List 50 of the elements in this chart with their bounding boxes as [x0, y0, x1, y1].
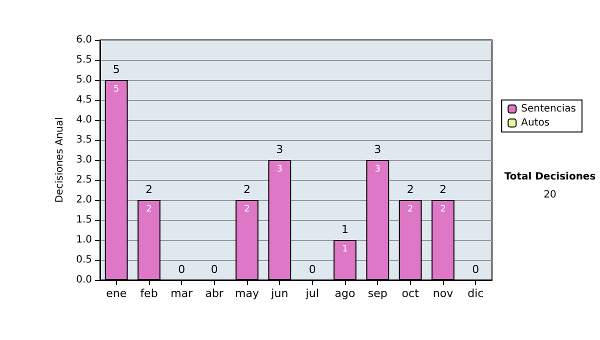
data-label: 2: [244, 204, 250, 214]
data-label: 1: [342, 244, 348, 254]
x-tick-label: jul: [304, 287, 319, 300]
text: 20: [544, 190, 556, 200]
data-label: 5: [113, 84, 120, 94]
total-label: 2: [440, 183, 446, 196]
data-label: 2: [440, 204, 446, 214]
total-label: 3: [374, 143, 382, 156]
y-tick-label: 3.5: [76, 134, 92, 146]
x-tick-label: dic: [468, 287, 484, 300]
total-label: 0: [178, 263, 186, 276]
y-tick-label: 1.0: [76, 234, 92, 246]
total-label: 2: [406, 183, 414, 196]
y-tick-label: 5.0: [76, 74, 92, 86]
legend-label: Autos: [521, 118, 550, 128]
y-tick-label: 4.0: [76, 114, 92, 126]
total-label: 2: [244, 183, 250, 196]
data-label: 3: [374, 164, 381, 174]
y-tick-label: 0.0: [76, 274, 92, 286]
x-tick-label: ene: [106, 287, 127, 300]
total-label: 3: [276, 143, 284, 156]
y-tick-label: 2.5: [76, 174, 92, 186]
y-tick-label: 1.5: [76, 214, 92, 226]
y-tick-label: 0.5: [76, 254, 92, 266]
x-tick-label: abr: [205, 287, 224, 300]
y-tick-label: 5.5: [76, 54, 92, 66]
x-tick-label: sep: [368, 287, 388, 300]
y-tick-label: 2.0: [76, 194, 92, 206]
data-label: 2: [407, 204, 414, 214]
x-tick-label: nov: [432, 287, 454, 300]
total-label: 5: [112, 63, 120, 76]
y-tick-label: 3.0: [76, 154, 92, 166]
y-axis-title: Decisiones Anual: [54, 117, 66, 203]
data-label: 2: [146, 204, 152, 214]
x-tick-label: mar: [170, 287, 194, 300]
total-label: 2: [146, 183, 152, 196]
legend-label: Sentencias: [521, 104, 576, 114]
x-tick-label: ago: [334, 287, 356, 300]
total-label: 0: [472, 263, 480, 276]
y-tick-label: 6.0: [76, 34, 92, 46]
x-tick-label: may: [235, 287, 260, 300]
x-tick-label: jun: [270, 287, 288, 300]
x-tick-label: feb: [140, 287, 158, 300]
total-label: 1: [342, 223, 348, 236]
total-label: 0: [308, 263, 316, 276]
total-label: 0: [210, 263, 218, 276]
x-tick-label: oct: [402, 287, 420, 300]
text: Total Decisiones: [504, 172, 596, 182]
y-tick-label: 4.5: [76, 94, 92, 106]
data-label: 3: [276, 164, 283, 174]
